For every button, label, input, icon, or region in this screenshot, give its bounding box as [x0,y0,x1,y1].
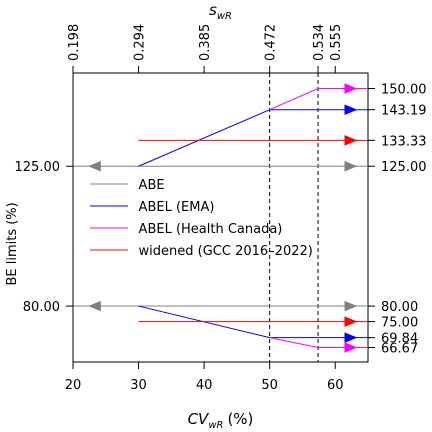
plot-frame [72,72,369,363]
series-1-upper-line [138,109,368,167]
series-0-upper-arrow-left [88,160,101,172]
y-tick-label-right-150.00: 150.00 [381,83,427,98]
legend: ABE ABEL (EMA) ABEL (Health Canada) widened… [90,178,313,259]
y-tick-label-left-125.00: 125.00 [15,160,61,175]
x-axis-title-main: CV [188,410,210,428]
series-1-upper-arrow-right [344,104,358,115]
series-0-upper-arrow-right [344,160,358,172]
x-axis-title-unit: (%) [227,410,253,428]
series-3-upper-arrow-right [344,135,358,146]
y-axis-title: BE limits (%) [5,202,20,285]
x-tick-label-50: 50 [261,378,278,393]
x-tick-label-20: 20 [65,378,82,393]
top-tick-label-0.472: 0.472 [264,24,279,61]
series-3-lower-arrow-right [344,316,358,327]
series-2-upper-arrow-right [344,83,358,94]
top-tick-label-0.198: 0.198 [67,24,82,61]
y-tick-label-right-69.84: 69.84 [381,332,418,347]
series-0-lower-arrow-left [88,300,101,312]
top-tick-label-0.534: 0.534 [312,24,327,61]
y-tick-label-right-75.00: 75.00 [381,316,418,331]
legend-label-0: ABE [139,178,165,193]
series-layer [73,83,368,353]
series-2-lower-arrow-right [344,342,358,353]
top-tick-label-0.555: 0.555 [329,24,344,61]
top-tick-label-0.385: 0.385 [198,24,213,61]
y-tick-label-right-125.00: 125.00 [381,160,427,175]
x-axis-top: 0.198 0.294 0.385 0.472 0.534 0.555 [67,24,344,74]
x-tick-label-40: 40 [196,378,213,393]
plot-area [72,72,369,363]
y-tick-label-left-80.00: 80.00 [23,300,60,315]
y-tick-label-right-143.19: 143.19 [381,104,427,119]
x-axis-title-sub: wR [208,420,223,431]
y-tick-label-right-66.67: 66.67 [381,341,418,356]
x-axis-title: CVwR (%) [188,410,254,431]
legend-label-2: ABEL (Health Canada) [139,222,283,237]
top-tick-label-0.294: 0.294 [133,24,148,61]
x-tick-label-30: 30 [130,378,147,393]
legend-label-1: ABEL (EMA) [139,200,215,215]
series-1-lower-arrow-right [344,332,358,343]
x-tick-label-60: 60 [327,378,344,393]
y-axis-left: 80.00 125.00 [15,160,74,315]
y-axis-right: 150.00 143.19 133.33 125.00 80.0075.0069.846… [368,83,427,356]
x-axis-bottom: 20 30 40 50 60 [65,361,344,393]
y-tick-label-right-80.00: 80.00 [381,300,418,315]
top-axis-title-main: s [209,1,217,19]
vertical-reference-lines [269,73,319,362]
legend-label-3: widened (GCC 2016–2022) [139,244,313,259]
top-axis-title: swR [209,1,232,22]
series-0-lower-arrow-right [344,300,358,312]
y-tick-label-right-133.33: 133.33 [381,134,427,149]
series-2-upper-line [269,88,368,111]
top-axis-title-sub: wR [217,11,232,22]
